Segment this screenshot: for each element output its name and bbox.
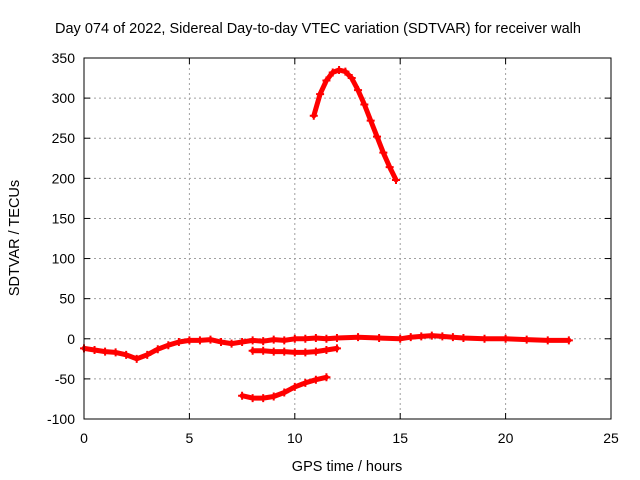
data-point: [301, 348, 310, 357]
x-tick-label: 5: [186, 430, 194, 446]
y-tick-label: 100: [52, 251, 76, 267]
y-tick-label: 150: [52, 210, 76, 226]
data-point: [396, 334, 405, 343]
data-point: [322, 373, 331, 382]
data-point: [332, 344, 341, 353]
data-point: [322, 346, 331, 355]
data-point: [227, 339, 236, 348]
data-point: [354, 86, 363, 95]
y-tick-label: 250: [52, 130, 76, 146]
data-point: [375, 333, 384, 342]
data-point: [164, 341, 173, 350]
data-point: [448, 333, 457, 342]
data-point: [564, 336, 573, 345]
data-point: [195, 336, 204, 345]
data-point: [301, 334, 310, 343]
data-point: [406, 333, 415, 342]
x-tick-label: 20: [498, 430, 514, 446]
data-point: [101, 347, 110, 356]
data-point: [341, 67, 350, 76]
data-point: [217, 337, 226, 346]
x-tick-label: 15: [392, 430, 408, 446]
data-point: [290, 382, 299, 391]
data-point: [280, 347, 289, 356]
data-point: [174, 337, 183, 346]
axis-ticks: -100 -50 0 50 100 150 200 250 300 350 0 5 10 15 20 25: [47, 50, 619, 446]
chart-title: Day 074 of 2022, Sidereal Day-to-day VTE…: [55, 21, 581, 37]
data-point: [322, 76, 331, 85]
data-point: [248, 394, 257, 403]
data-point: [301, 378, 310, 387]
data-point: [259, 394, 268, 403]
data-point: [90, 346, 99, 355]
x-tick-label: 0: [80, 430, 88, 446]
data-point: [480, 334, 489, 343]
data-point: [322, 334, 331, 343]
data-point: [335, 66, 344, 75]
data-point: [427, 331, 436, 340]
data-point: [328, 68, 337, 77]
y-tick-label: 0: [67, 331, 75, 347]
data-point: [385, 163, 394, 172]
y-axis-label: SDTVAR / TECUs: [7, 180, 23, 296]
data-point: [280, 336, 289, 345]
data-point: [311, 333, 320, 342]
data-point: [459, 333, 468, 342]
data-point: [206, 335, 215, 344]
data-point: [259, 346, 268, 355]
series-trace-2: [311, 67, 399, 183]
data-point: [259, 337, 268, 346]
data-point: [238, 391, 247, 400]
data-point: [438, 332, 447, 341]
y-tick-label: -100: [47, 411, 75, 427]
data-point: [347, 74, 356, 83]
data-point: [238, 337, 247, 346]
data-point: [373, 132, 382, 141]
data-point: [379, 148, 388, 157]
data-point: [522, 335, 531, 344]
data-point: [248, 346, 257, 355]
y-tick-label: 300: [52, 90, 76, 106]
data-point: [269, 392, 278, 401]
grid: [84, 58, 611, 419]
y-tick-label: 200: [52, 170, 76, 186]
data-point: [248, 336, 257, 345]
data-point: [354, 333, 363, 342]
data-point: [280, 388, 289, 397]
data-point: [417, 332, 426, 341]
data-point: [290, 334, 299, 343]
data-point: [290, 348, 299, 357]
y-tick-label: -50: [55, 371, 75, 387]
data-point: [501, 334, 510, 343]
series-layer: [80, 66, 573, 403]
data-point: [309, 111, 318, 120]
data-point: [185, 336, 194, 345]
data-point: [543, 336, 552, 345]
y-tick-label: 50: [59, 291, 75, 307]
y-tick-label: 350: [52, 50, 76, 66]
data-point: [269, 347, 278, 356]
data-point: [111, 348, 120, 357]
data-point: [143, 350, 152, 359]
data-point: [269, 335, 278, 344]
data-point: [311, 347, 320, 356]
data-point: [391, 175, 400, 184]
x-tick-label: 10: [287, 430, 303, 446]
data-point: [360, 100, 369, 109]
x-tick-label: 25: [603, 430, 619, 446]
data-point: [366, 116, 375, 125]
data-point: [153, 345, 162, 354]
data-point: [311, 375, 320, 384]
x-axis-label: GPS time / hours: [292, 459, 402, 475]
data-point: [332, 333, 341, 342]
plot-frame: [83, 57, 612, 420]
data-point: [316, 90, 325, 99]
data-point: [122, 350, 131, 359]
data-point: [132, 354, 141, 363]
